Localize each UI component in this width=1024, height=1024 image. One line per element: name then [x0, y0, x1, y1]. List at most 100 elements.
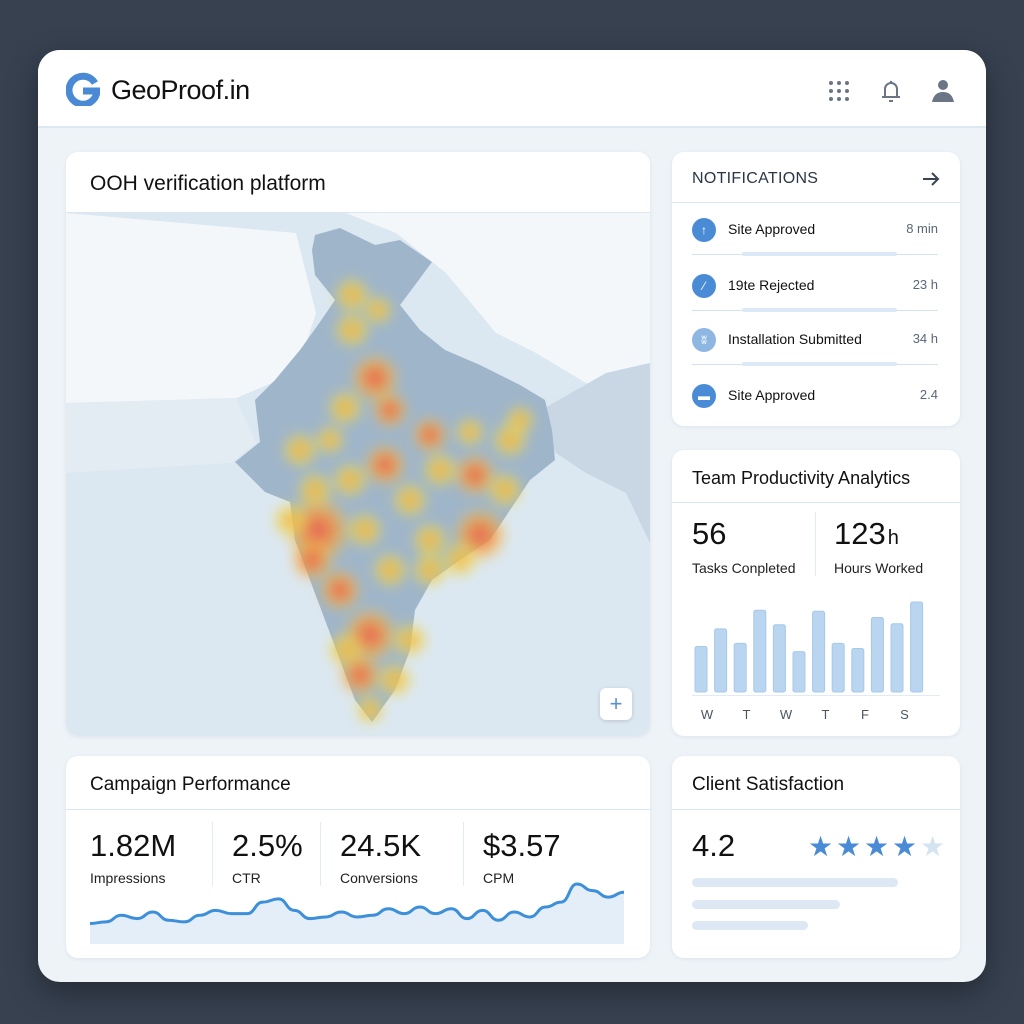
bar: [831, 642, 845, 693]
heat-spot: [410, 550, 450, 590]
bar: [851, 648, 865, 693]
top-bar: GeoProof.in: [38, 50, 986, 128]
heat-spot: [390, 620, 430, 660]
notification-time: 23 h: [912, 277, 938, 292]
minus-icon: ▬: [692, 384, 716, 408]
hours-worked-value: 123 h: [834, 516, 899, 551]
map-card-title: OOH verification platform: [90, 172, 326, 195]
bar: [753, 609, 767, 693]
app-window: GeoProof.in OOH verification platform: [38, 50, 986, 982]
notification-time: 8 min: [906, 221, 938, 236]
bar: [870, 617, 884, 693]
campaign-trend-chart: [90, 882, 625, 944]
metric-value: $3.57: [483, 828, 561, 863]
star-empty-icon: ★: [920, 831, 946, 862]
star-filled-icon: ★: [892, 831, 918, 862]
heat-spot: [325, 388, 365, 428]
heat-spot: [337, 652, 383, 698]
brand-name: GeoProof.in: [111, 75, 250, 105]
metric-label: CPM: [483, 870, 515, 886]
land-neighbours: [66, 213, 650, 403]
heat-spot: [270, 500, 310, 540]
heat-spot: [370, 390, 410, 430]
bar: [890, 623, 904, 693]
productivity-bar-chart: [694, 601, 924, 693]
notification-item[interactable]: ʬ Installation Submitted 34 h: [692, 320, 938, 366]
notifications-title: NOTIFICATIONS: [692, 170, 819, 187]
arrow-right-icon[interactable]: [922, 171, 940, 187]
heat-spot: [289, 537, 335, 583]
geoproof-logo-icon: [66, 72, 100, 106]
heat-spot: [332, 275, 372, 315]
metric-label: Impressions: [90, 870, 166, 886]
heat-spot: [332, 310, 372, 350]
notification-label: Site Approved: [728, 221, 816, 237]
bar: [714, 628, 728, 693]
star-filled-icon: ★: [864, 831, 890, 862]
heat-spot: [354, 694, 386, 726]
bar: [733, 642, 747, 693]
notification-label: Site Approved: [728, 387, 816, 403]
campaign-title: Campaign Performance: [90, 774, 291, 795]
campaign-performance-card: Campaign Performance 1.82M Impressions 2.5…: [66, 756, 650, 958]
heat-spot: [504, 404, 536, 436]
heat-spot: [362, 294, 394, 326]
notification-label: Installation Submitted: [728, 331, 862, 347]
day-label: W: [700, 707, 714, 722]
heat-spot: [390, 480, 430, 520]
heat-spot: [440, 540, 480, 580]
bell-icon[interactable]: [878, 78, 904, 104]
bar: [792, 651, 806, 693]
bar: [772, 624, 786, 693]
land-east: [536, 363, 650, 543]
day-label: W: [779, 707, 793, 722]
heat-spot: [410, 415, 450, 455]
metric-label: CTR: [232, 870, 261, 886]
team-title: Team Productivity Analytics: [692, 468, 911, 488]
heat-spot: [410, 520, 450, 560]
satisfaction-score: 4.2: [692, 828, 736, 863]
heat-spot: [362, 442, 408, 488]
notification-item[interactable]: ↑ Site Approved 8 min: [692, 210, 938, 256]
notification-item[interactable]: ▬ Site Approved 2.4: [692, 376, 938, 416]
zoom-in-button[interactable]: +: [600, 688, 632, 720]
day-label: F: [861, 707, 869, 722]
trend-area: [90, 884, 624, 944]
bar: [694, 645, 708, 693]
india-heatmap[interactable]: [66, 213, 650, 736]
heat-spot: [317, 567, 363, 613]
tasks-completed-value: 56: [692, 516, 727, 551]
metric-value: 1.82M: [90, 828, 177, 863]
team-productivity-card: Team Productivity Analytics 56 Tasks Con…: [672, 450, 960, 736]
notification-time: 34 h: [912, 331, 938, 346]
heat-spot: [420, 450, 460, 490]
arrow-up-icon: ↑: [692, 218, 716, 242]
heat-spot: [280, 430, 320, 470]
heat-spot: [485, 470, 525, 510]
notifications-card: NOTIFICATIONS ↑ Site Approved 8 min ⁄ 19…: [672, 152, 960, 426]
heat-spot: [345, 510, 385, 550]
notification-label: 19te Rejected: [728, 277, 815, 293]
trend-line: [90, 882, 625, 926]
hand-icon: ʬ: [692, 328, 716, 352]
heat-spot: [349, 352, 401, 404]
bar: [910, 601, 924, 693]
notification-time: 2.4: [919, 387, 938, 402]
heat-spot: [330, 460, 370, 500]
notification-item[interactable]: ⁄ 19te Rejected 23 h: [692, 266, 938, 312]
day-label: S: [900, 707, 909, 722]
metric-value: 24.5K: [340, 828, 422, 863]
bar: [812, 610, 826, 693]
heat-spot: [314, 424, 346, 456]
user-icon[interactable]: [930, 78, 956, 104]
apps-grid-icon[interactable]: [826, 78, 852, 104]
metric-value: 2.5%: [232, 828, 303, 863]
star-filled-icon: ★: [808, 831, 834, 862]
land-west: [66, 398, 256, 473]
client-satisfaction-card: Client Satisfaction 4.2 ★ ★ ★ ★ ★: [672, 756, 960, 958]
metric-label: Conversions: [340, 870, 418, 886]
map-card: OOH verification platform +: [66, 152, 650, 736]
heat-spot: [375, 660, 415, 700]
tasks-completed-label: Tasks Conpleted: [692, 560, 796, 576]
heat-spot: [370, 550, 410, 590]
